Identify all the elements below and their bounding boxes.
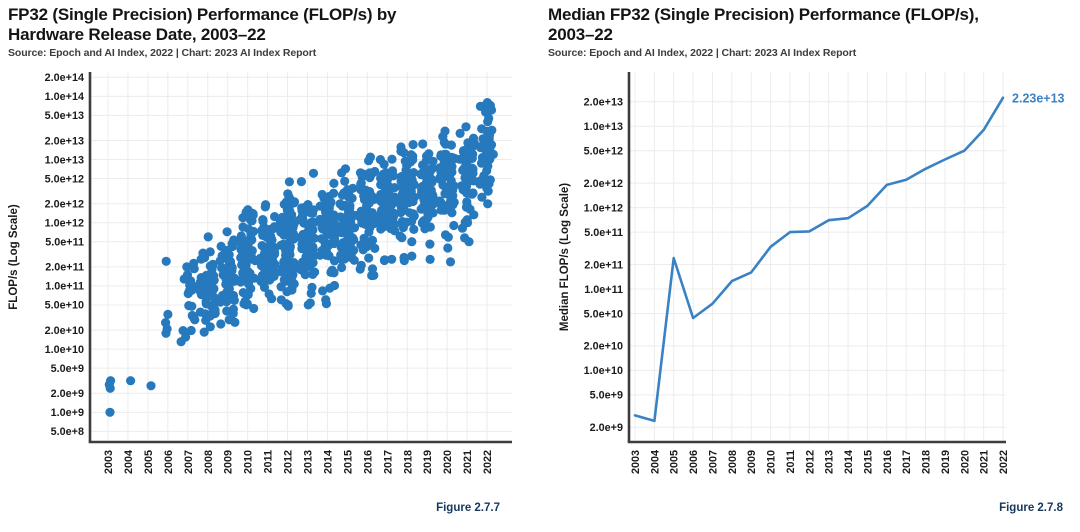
svg-text:2.0e+9: 2.0e+9 (590, 422, 623, 434)
svg-text:5.0e+8: 5.0e+8 (51, 426, 84, 438)
svg-text:1.0e+12: 1.0e+12 (45, 218, 84, 230)
svg-text:2013: 2013 (824, 450, 836, 474)
fp32-performance-scatter-plot: 2.0e+14 1.0e+14 5.0e+13 2.0e+13 1.0e+13 5.0e+… (8, 72, 512, 474)
svg-text:2009: 2009 (223, 450, 235, 474)
svg-text:2007: 2007 (707, 450, 719, 474)
svg-text:2.0e+13: 2.0e+13 (584, 97, 623, 109)
x-tick-labels: 2003 2004 2005 2006 2007 2008 2009 2010 2011 2012… (103, 450, 494, 474)
svg-text:2005: 2005 (669, 450, 681, 474)
svg-text:5.0e+11: 5.0e+11 (45, 237, 84, 249)
svg-text:1.0e+11: 1.0e+11 (45, 281, 84, 293)
svg-text:1.0e+14: 1.0e+14 (45, 91, 84, 103)
svg-text:5.0e+11: 5.0e+11 (584, 227, 623, 239)
figure-label-2-7-7: Figure 2.7.7 (436, 502, 500, 514)
svg-text:2015: 2015 (862, 450, 874, 474)
svg-text:2009: 2009 (746, 450, 758, 474)
svg-text:2.0e+10: 2.0e+10 (584, 341, 623, 353)
svg-text:2021: 2021 (462, 450, 474, 474)
svg-text:5.0e+12: 5.0e+12 (584, 146, 623, 158)
svg-text:2.0e+11: 2.0e+11 (584, 259, 623, 271)
svg-text:2008: 2008 (203, 450, 215, 474)
line-chart-panel: Median FP32 (Single Precision) Performan… (540, 0, 1080, 532)
svg-text:2010: 2010 (243, 450, 255, 474)
svg-text:2.0e+12: 2.0e+12 (45, 199, 84, 211)
y-axis-title: FLOP/s (Log Scale) (8, 204, 20, 310)
scatter-chart-title-line2: Hardware Release Date, 2003–22 (8, 25, 266, 44)
end-value-annotation: 2.23e+13 (1012, 91, 1065, 105)
x-tick-labels: 2003 2004 2005 2006 2007 2008 2009 2010 2011 2012… (630, 450, 1010, 474)
svg-text:2018: 2018 (402, 450, 414, 474)
svg-text:2007: 2007 (183, 450, 195, 474)
svg-text:1.0e+12: 1.0e+12 (584, 202, 623, 214)
svg-text:5.0e+9: 5.0e+9 (590, 390, 623, 402)
svg-text:2003: 2003 (630, 450, 642, 474)
scatter-chart-panel: FP32 (Single Precision) Performance (FLO… (8, 5, 536, 514)
svg-text:1.0e+11: 1.0e+11 (584, 284, 623, 296)
scatter-chart-title: FP32 (Single Precision) Performance (FLO… (8, 5, 536, 45)
svg-text:2010: 2010 (766, 450, 778, 474)
svg-text:2.0e+10: 2.0e+10 (45, 325, 84, 337)
svg-text:2006: 2006 (688, 450, 700, 474)
svg-text:2019: 2019 (422, 450, 434, 474)
svg-text:5.0e+9: 5.0e+9 (51, 363, 84, 375)
plot-area: 2.0e+13 1.0e+13 5.0e+12 2.0e+12 1.0e+12 5.0e+… (559, 72, 1010, 474)
svg-text:2022: 2022 (998, 450, 1010, 474)
svg-text:2006: 2006 (163, 450, 175, 474)
svg-text:2005: 2005 (143, 450, 155, 474)
svg-text:2012: 2012 (804, 450, 816, 474)
line-chart-title-line2: 2003–22 (548, 25, 613, 44)
svg-text:2.0e+11: 2.0e+11 (45, 262, 84, 274)
svg-text:2017: 2017 (901, 450, 913, 474)
y-axis-title: Median FLOP/s (Log Scale) (559, 183, 571, 331)
gridlines (629, 72, 1006, 442)
svg-text:2022: 2022 (482, 450, 494, 474)
svg-text:2.0e+14: 2.0e+14 (45, 72, 84, 84)
svg-text:1.0e+10: 1.0e+10 (584, 365, 623, 377)
median-flops-line (633, 96, 1005, 423)
svg-text:5.0e+10: 5.0e+10 (584, 308, 623, 320)
y-tick-labels: 2.0e+13 1.0e+13 5.0e+12 2.0e+12 1.0e+12 5.0e+… (584, 97, 623, 435)
svg-text:2003: 2003 (103, 450, 115, 474)
svg-text:2004: 2004 (123, 450, 135, 474)
svg-text:2020: 2020 (442, 450, 454, 474)
svg-text:5.0e+10: 5.0e+10 (45, 300, 84, 312)
svg-text:2014: 2014 (322, 450, 334, 474)
svg-text:2015: 2015 (342, 450, 354, 474)
svg-text:1.0e+13: 1.0e+13 (45, 154, 84, 166)
svg-text:1.0e+10: 1.0e+10 (45, 344, 84, 356)
scatter-points (104, 98, 498, 417)
svg-text:2.0e+12: 2.0e+12 (584, 178, 623, 190)
svg-text:2017: 2017 (382, 450, 394, 474)
svg-text:2.0e+9: 2.0e+9 (51, 388, 84, 400)
svg-text:2008: 2008 (727, 450, 739, 474)
svg-text:2012: 2012 (283, 450, 295, 474)
scatter-chart-title-line1: FP32 (Single Precision) Performance (FLO… (8, 5, 397, 24)
svg-text:1.0e+9: 1.0e+9 (51, 407, 84, 419)
svg-text:2016: 2016 (882, 450, 894, 474)
svg-text:5.0e+13: 5.0e+13 (45, 110, 84, 122)
svg-text:2014: 2014 (843, 450, 855, 474)
svg-text:2011: 2011 (263, 450, 275, 473)
svg-text:2018: 2018 (921, 450, 933, 474)
y-tick-labels: 2.0e+14 1.0e+14 5.0e+13 2.0e+13 1.0e+13 5.0e+… (45, 72, 84, 438)
svg-text:2021: 2021 (979, 450, 991, 474)
svg-text:2020: 2020 (959, 450, 971, 474)
svg-text:2016: 2016 (362, 450, 374, 474)
scatter-chart-source: Source: Epoch and AI Index, 2022 | Chart… (8, 47, 317, 59)
svg-text:2004: 2004 (649, 450, 661, 474)
line-chart-title: Median FP32 (Single Precision) Performan… (548, 5, 1076, 45)
median-fp32-performance-line-chart: 2.0e+13 1.0e+13 5.0e+12 2.0e+12 1.0e+12 5.0e+… (559, 72, 1065, 474)
line-chart-source: Source: Epoch and AI Index, 2022 | Chart… (548, 47, 857, 59)
svg-text:1.0e+13: 1.0e+13 (584, 121, 623, 133)
svg-text:2011: 2011 (785, 450, 797, 473)
svg-text:5.0e+12: 5.0e+12 (45, 173, 84, 185)
figure-label-2-7-8: Figure 2.7.8 (999, 502, 1063, 514)
svg-text:2.0e+13: 2.0e+13 (45, 135, 84, 147)
line-chart-title-line1: Median FP32 (Single Precision) Performan… (548, 5, 979, 24)
svg-text:2013: 2013 (303, 450, 315, 474)
svg-text:2019: 2019 (940, 450, 952, 474)
